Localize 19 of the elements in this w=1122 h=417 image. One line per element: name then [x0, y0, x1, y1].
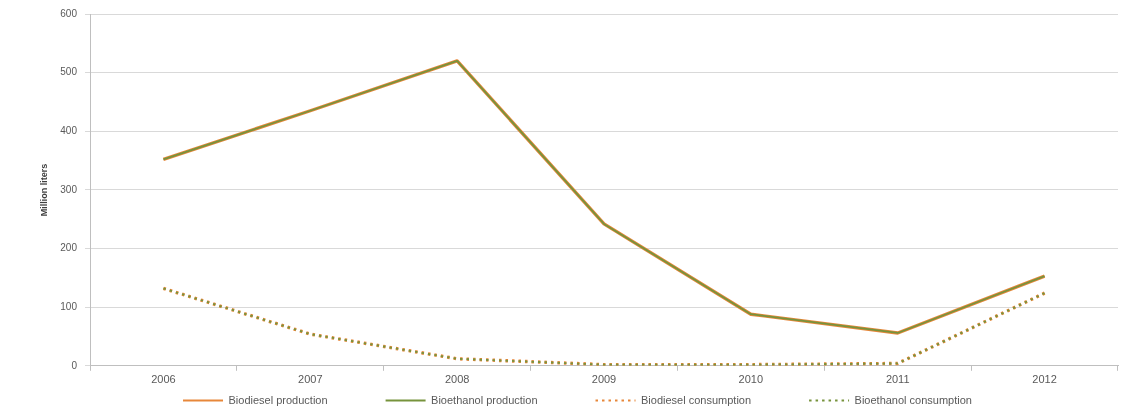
x-tick-label: 2007	[298, 373, 323, 386]
y-tick-label: 100	[60, 300, 78, 312]
legend-label: Bioethanol production	[431, 393, 538, 406]
y-tick-label: 300	[60, 183, 78, 195]
x-tick-label: 2009	[591, 373, 617, 386]
y-tick-label: 600	[60, 7, 78, 19]
legend-label: Biodiesel consumption	[641, 393, 752, 406]
x-tick-label: 2012	[1032, 373, 1057, 386]
x-tick-label: 2006	[151, 373, 176, 386]
y-tick-label: 200	[60, 242, 78, 254]
x-tick-label: 2008	[444, 373, 470, 386]
x-tick-label: 2011	[885, 373, 910, 386]
y-tick-label: 400	[60, 125, 78, 137]
legend-label: Bioethanol consumption	[854, 393, 972, 406]
y-tick-label: 500	[60, 66, 78, 78]
legend-label: Biodiesel production	[228, 393, 328, 406]
x-tick-label: 2010	[738, 373, 764, 386]
y-tick-label: 0	[71, 359, 78, 371]
y-axis-title: Million liters	[38, 163, 49, 217]
